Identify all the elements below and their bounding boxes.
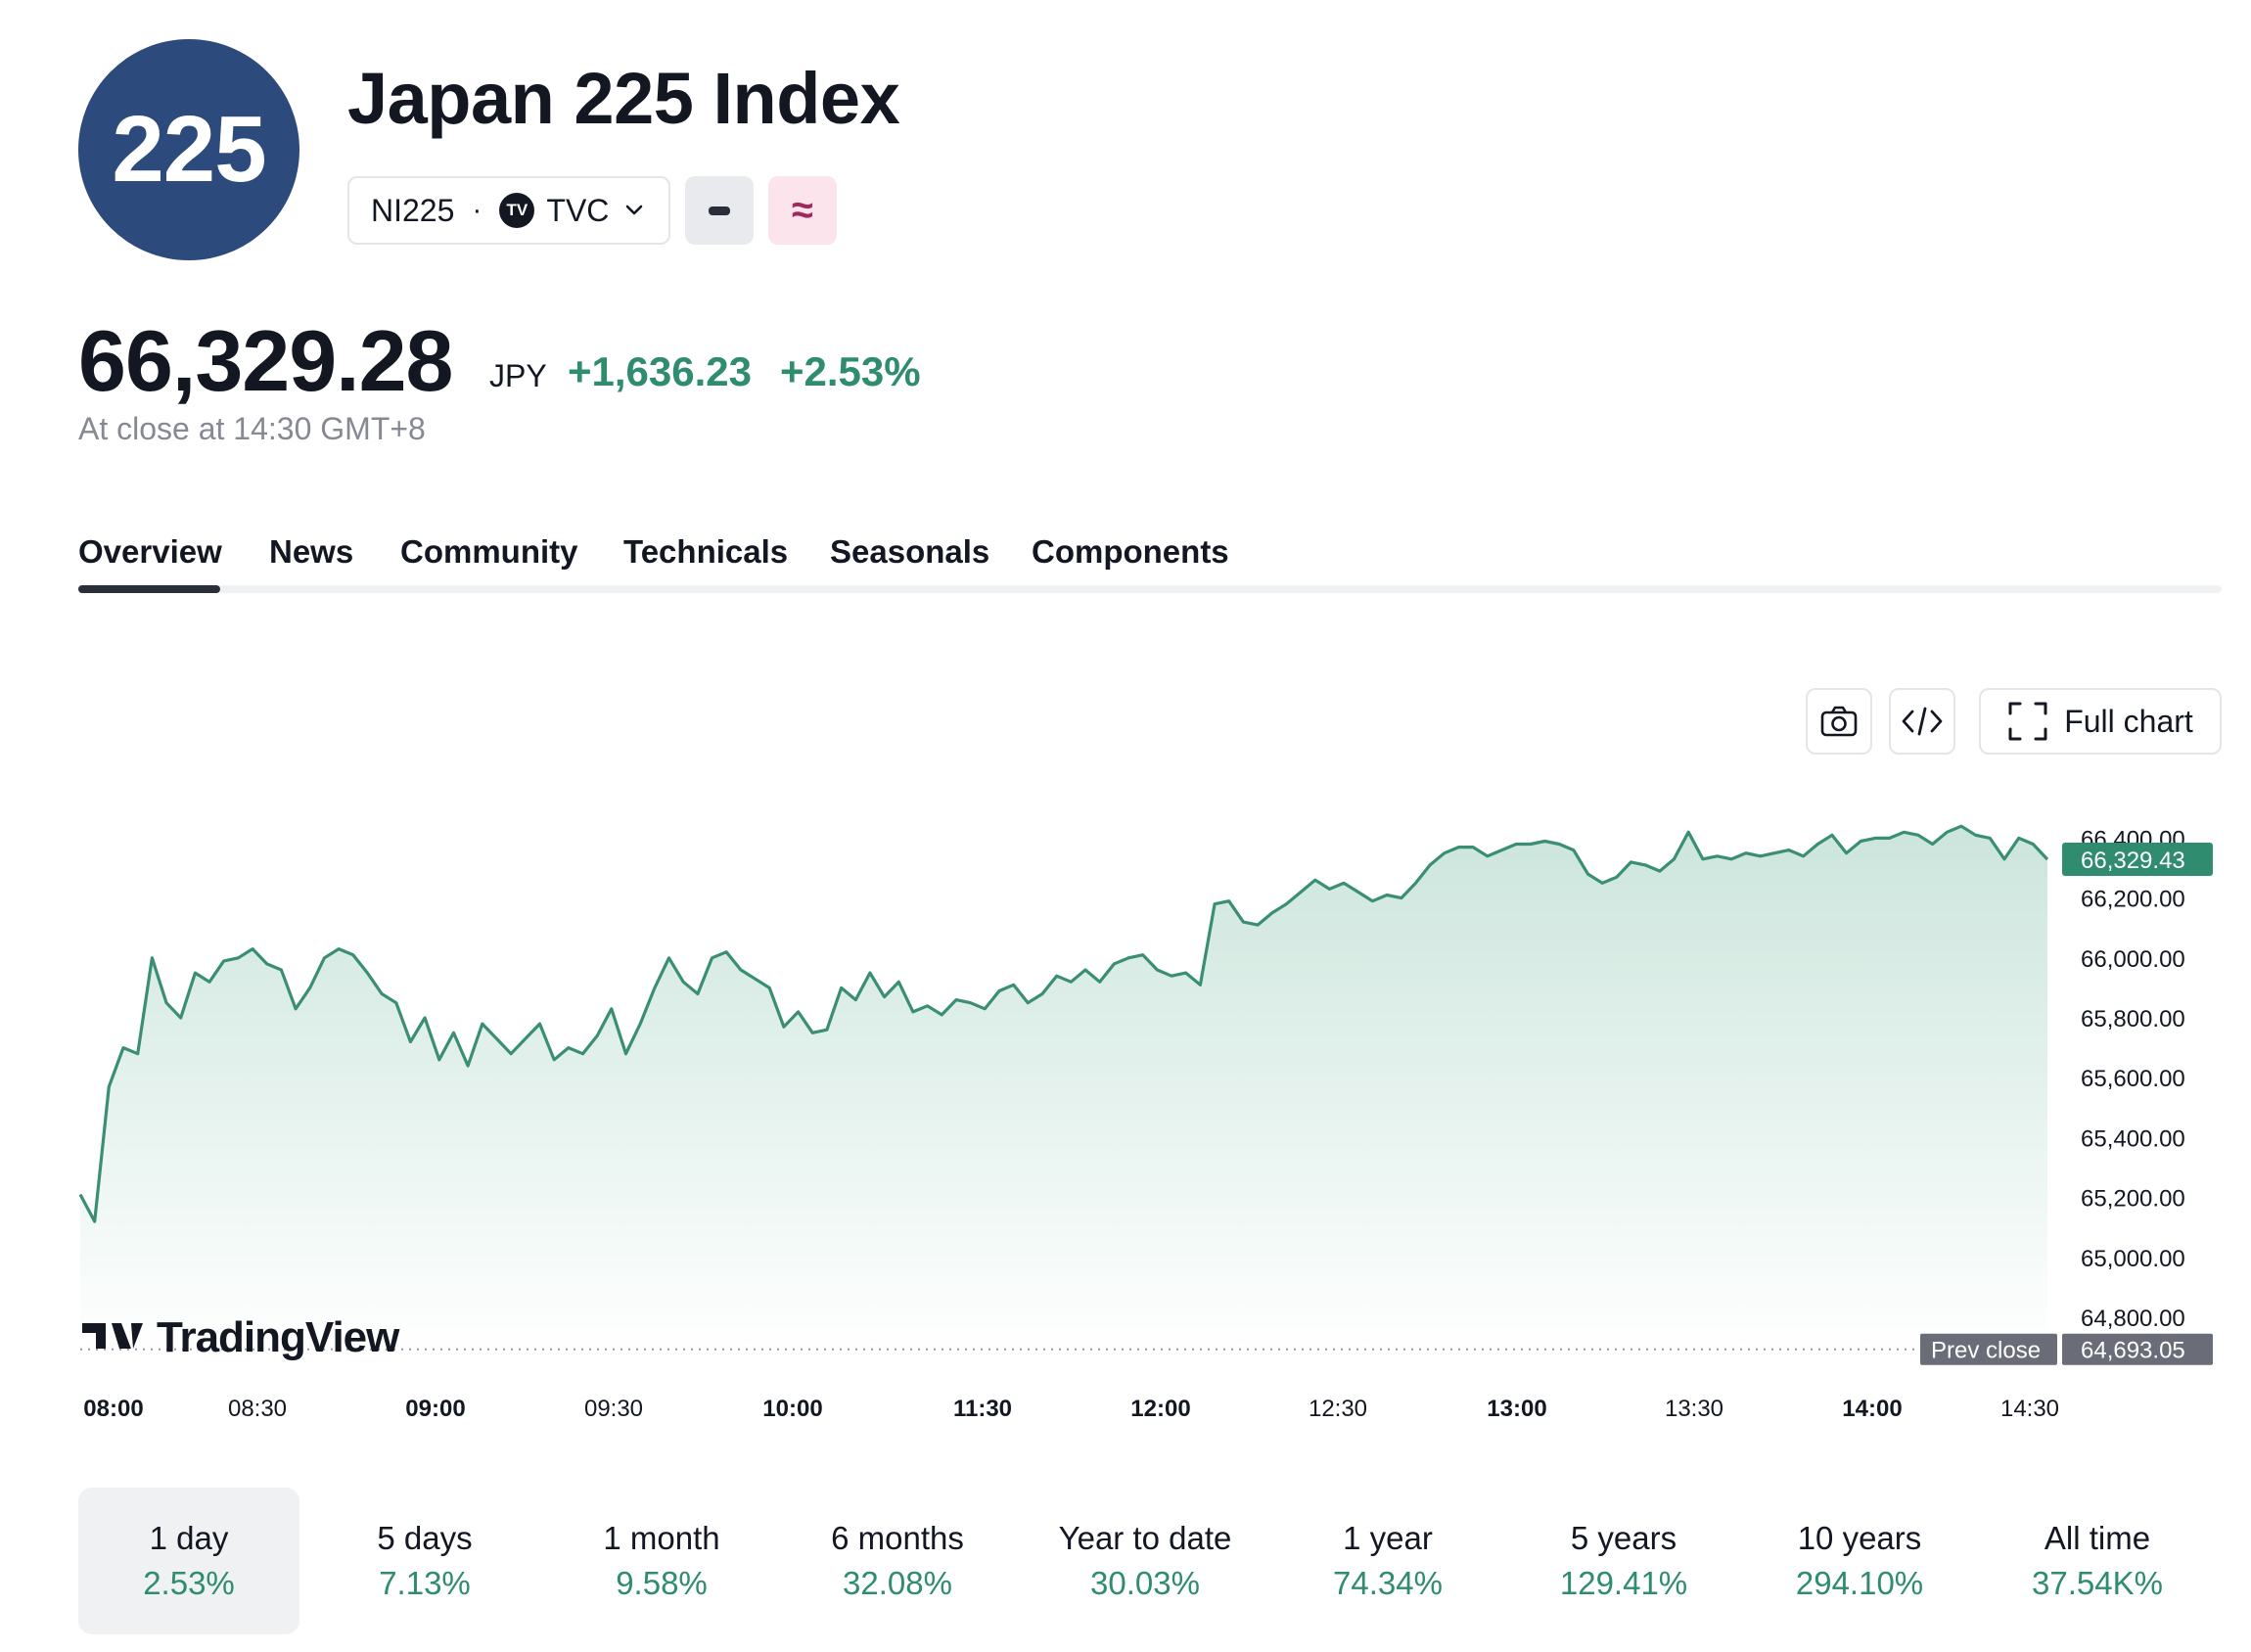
full-chart-label: Full chart	[2064, 703, 2193, 739]
x-axis-tick-label: 13:30	[1665, 1396, 1723, 1422]
symbol-label: NI225	[371, 192, 455, 228]
period-label: 5 days	[377, 1520, 473, 1556]
tab-news[interactable]: News	[269, 533, 354, 570]
period-6-months[interactable]: 6 months 32.08%	[787, 1488, 1008, 1634]
period-1-day[interactable]: 1 day 2.53%	[78, 1488, 299, 1634]
period-10-years[interactable]: 10 years 294.10%	[1749, 1488, 1970, 1634]
period-label: All time	[2044, 1520, 2151, 1556]
symbol-selector[interactable]: NI225 · TV TVC	[347, 176, 670, 245]
x-axis-tick-label: 12:30	[1309, 1396, 1367, 1422]
y-axis-tick-label: 65,000.00	[2081, 1246, 2185, 1272]
page-title: Japan 225 Index	[347, 58, 900, 139]
x-axis-tick-label: 08:30	[228, 1396, 287, 1422]
approx-button[interactable]: ≈	[768, 176, 837, 245]
period-selector: 1 day 2.53% 5 days 7.13% 1 month 9.58% 6 mo…	[78, 1488, 2222, 1634]
snapshot-button[interactable]	[1806, 688, 1872, 755]
tab-bar: Overview News Community Technicals Seaso…	[78, 533, 1229, 592]
x-axis-tick-label: 10:00	[762, 1396, 822, 1422]
y-axis-tick-label: 65,400.00	[2081, 1125, 2185, 1152]
period-value: 9.58%	[616, 1565, 708, 1601]
period-value: 7.13%	[379, 1565, 471, 1601]
active-tab-indicator	[78, 585, 220, 593]
y-axis-tick-label: 65,800.00	[2081, 1006, 2185, 1032]
y-axis-tick-label: 64,800.00	[2081, 1306, 2185, 1332]
period-1-month[interactable]: 1 month 9.58%	[551, 1488, 772, 1634]
index-logo: 225	[78, 39, 299, 260]
tab-technicals[interactable]: Technicals	[623, 533, 789, 570]
market-status-button[interactable]	[685, 176, 754, 245]
tab-overview[interactable]: Overview	[78, 533, 222, 570]
prev-close-text: Prev close	[1931, 1338, 2041, 1364]
prev-close-value-badge	[2062, 1333, 2213, 1365]
price-change-percent: +2.53%	[780, 348, 921, 394]
symbol-separator: ·	[472, 194, 482, 226]
x-axis-tick-label: 12:00	[1130, 1396, 1190, 1422]
period-value: 74.34%	[1333, 1565, 1443, 1601]
last-price: 66,329.28	[78, 312, 453, 409]
tab-seasonals[interactable]: Seasonals	[830, 533, 990, 570]
period-label: 5 years	[1570, 1520, 1677, 1556]
y-axis-tick-label: 65,200.00	[2081, 1186, 2185, 1213]
x-axis-tick-label: 13:00	[1487, 1396, 1546, 1422]
period-label: 1 month	[603, 1520, 720, 1556]
currency-label: JPY	[489, 358, 547, 393]
camera-icon	[1820, 706, 1858, 737]
period-label: 1 year	[1343, 1520, 1433, 1556]
x-axis-tick-label: 14:00	[1842, 1396, 1902, 1422]
period-value: 32.08%	[843, 1565, 952, 1601]
full-chart-button[interactable]: Full chart	[1979, 688, 2222, 755]
period-value: 294.10%	[1795, 1565, 1924, 1601]
period-value: 37.54K%	[2032, 1565, 2163, 1601]
x-axis-tick-label: 08:00	[83, 1396, 143, 1422]
period-value: 129.41%	[1559, 1565, 1688, 1601]
period-value: 2.53%	[143, 1565, 235, 1601]
minus-icon	[709, 206, 730, 215]
x-axis-tick-label: 09:30	[584, 1396, 643, 1422]
period-1-year[interactable]: 1 year 74.34%	[1277, 1488, 1498, 1634]
chevron-down-icon	[624, 197, 644, 224]
exchange-label: TVC	[546, 192, 610, 228]
tradingview-watermark: TradingView	[157, 1313, 400, 1361]
tradingview-badge-icon: TV	[499, 193, 535, 228]
tab-community[interactable]: Community	[400, 533, 578, 570]
last-value-badge	[2062, 842, 2213, 876]
period-label: 10 years	[1797, 1520, 1922, 1556]
tradingview-logo-icon	[82, 1323, 143, 1349]
x-axis-tick-label: 09:00	[405, 1396, 465, 1422]
price-area-fill	[80, 826, 2047, 1351]
code-icon	[1902, 707, 1943, 736]
last-value-label: 66,329.43	[2081, 848, 2185, 874]
period-value: 30.03%	[1090, 1565, 1200, 1601]
prev-close-value: 64,693.05	[2081, 1338, 2185, 1364]
y-axis-tick-label: 66,200.00	[2081, 887, 2185, 913]
tab-components[interactable]: Components	[1032, 533, 1229, 570]
embed-button[interactable]	[1889, 688, 1955, 755]
period-label: Year to date	[1058, 1520, 1232, 1556]
period-5-years[interactable]: 5 years 129.41%	[1513, 1488, 1734, 1634]
period-label: 1 day	[149, 1520, 229, 1556]
x-axis-tick-label: 11:30	[953, 1396, 1012, 1422]
period-ytd[interactable]: Year to date 30.03%	[1023, 1488, 1267, 1634]
price-change: +1,636.23	[568, 348, 753, 394]
approx-icon: ≈	[792, 188, 813, 232]
close-note: At close at 14:30 GMT+8	[78, 411, 426, 446]
y-axis-tick-label: 66,000.00	[2081, 946, 2185, 973]
prev-close-text-badge	[1920, 1333, 2057, 1365]
period-label: 6 months	[831, 1520, 964, 1556]
x-axis-tick-label: 14:30	[2000, 1396, 2059, 1422]
price-line	[78, 824, 2049, 1223]
fullscreen-icon	[2008, 702, 2047, 741]
tabs-divider	[78, 585, 2222, 593]
period-5-days[interactable]: 5 days 7.13%	[314, 1488, 535, 1634]
logo-text: 225	[112, 97, 266, 202]
period-all-time[interactable]: All time 37.54K%	[1987, 1488, 2208, 1634]
y-axis-tick-label: 65,600.00	[2081, 1066, 2185, 1092]
